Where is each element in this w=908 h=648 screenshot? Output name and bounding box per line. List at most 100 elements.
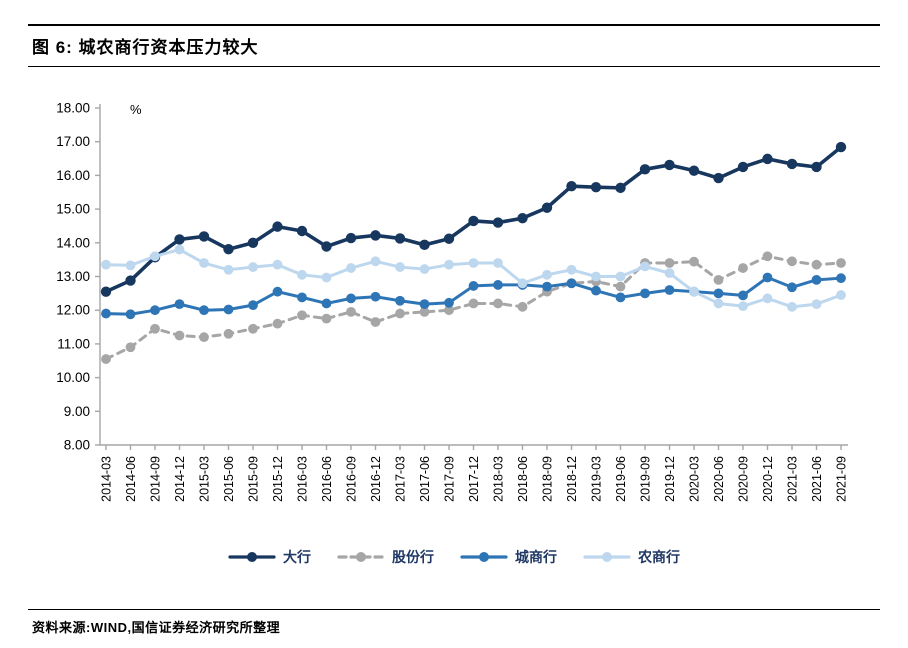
data-point-marker: [762, 272, 773, 283]
data-point-marker: [713, 298, 724, 309]
data-point-marker: [174, 299, 185, 310]
data-point-marker: [762, 251, 773, 262]
legend-label: 股份行: [392, 549, 434, 565]
data-point-marker: [566, 264, 577, 275]
data-point-marker: [811, 259, 822, 270]
data-point-marker: [370, 291, 381, 302]
data-point-marker: [345, 232, 357, 244]
chart-legend: 大行 股份行 城商行 农商行: [0, 547, 908, 567]
data-point-marker: [125, 342, 136, 353]
data-point-marker: [492, 217, 504, 228]
data-point-marker: [590, 181, 602, 193]
data-point-marker: [836, 290, 846, 300]
x-tick-label: 2016-09: [345, 456, 359, 502]
data-point-marker: [272, 286, 283, 297]
x-tick-label: 2019-09: [639, 456, 653, 502]
y-tick-label: 15.00: [56, 202, 90, 217]
data-point-marker: [297, 310, 307, 321]
x-tick-label: 2021-09: [835, 456, 849, 502]
data-point-marker: [640, 261, 650, 272]
data-point-marker: [738, 301, 748, 312]
x-tick-label: 2019-12: [663, 456, 677, 502]
data-point-marker: [223, 244, 234, 255]
data-point-marker: [787, 282, 797, 293]
y-tick-label: 8.00: [64, 438, 90, 453]
data-point-marker: [296, 225, 308, 237]
legend-item-city-commercial-banks: 城商行: [460, 547, 557, 567]
data-point-marker: [591, 285, 601, 296]
data-point-marker: [542, 281, 552, 292]
data-point-marker: [321, 298, 332, 309]
data-point-marker: [664, 258, 675, 268]
x-tick-label: 2020-06: [712, 456, 726, 502]
x-tick-label: 2014-09: [149, 456, 163, 502]
x-tick-label: 2020-09: [737, 456, 751, 502]
data-point-marker: [689, 256, 699, 267]
data-point-marker: [689, 286, 699, 297]
data-point-marker: [297, 292, 307, 303]
data-point-marker: [811, 161, 822, 173]
data-point-marker: [542, 269, 552, 280]
data-point-marker: [591, 271, 601, 282]
series-1: [101, 251, 846, 364]
data-point-marker: [615, 271, 626, 282]
data-point-marker: [713, 172, 724, 184]
data-point-marker: [394, 233, 406, 244]
data-point-marker: [198, 231, 210, 242]
data-point-marker: [247, 237, 259, 248]
data-point-marker: [199, 258, 209, 268]
data-point-marker: [395, 308, 405, 319]
x-tick-label: 2019-03: [590, 456, 604, 502]
data-point-marker: [101, 308, 111, 319]
y-tick-label: 12.00: [56, 303, 90, 318]
data-point-marker: [566, 180, 577, 192]
data-point-marker: [664, 268, 675, 279]
data-point-marker: [223, 304, 234, 315]
data-point-marker: [199, 332, 209, 343]
data-point-marker: [125, 275, 136, 286]
data-point-marker: [737, 161, 749, 173]
legend-label: 大行: [283, 549, 311, 565]
title-divider: [28, 66, 880, 67]
x-tick-label: 2015-12: [271, 456, 285, 502]
x-tick-label: 2020-03: [688, 456, 702, 502]
x-tick-label: 2015-09: [247, 456, 261, 502]
y-tick-label: 18.00: [56, 101, 90, 116]
data-point-marker: [493, 258, 503, 268]
data-point-marker: [688, 165, 700, 176]
x-tick-label: 2017-06: [418, 456, 432, 502]
data-point-marker: [444, 305, 454, 316]
data-point-marker: [664, 285, 675, 295]
data-point-marker: [272, 318, 283, 329]
data-point-marker: [444, 297, 454, 308]
data-point-marker: [174, 244, 185, 255]
data-point-marker: [664, 159, 675, 171]
legend-item-rural-commercial-banks: 农商行: [583, 547, 680, 567]
data-point-marker: [836, 258, 846, 268]
footer-divider: [28, 609, 880, 610]
figure-title: 图 6: 城农商行资本压力较大: [32, 38, 259, 57]
data-point-marker: [468, 281, 479, 291]
data-point-marker: [615, 182, 626, 194]
data-point-marker: [150, 323, 160, 334]
data-point-marker: [223, 328, 234, 339]
y-tick-label: 13.00: [56, 269, 90, 284]
x-tick-labels: 2014-03 2014-06 2014-09 2014-12 2015-03 2015-…: [100, 456, 849, 502]
data-point-marker: [444, 259, 454, 270]
x-tick-label: 2018-03: [492, 456, 506, 502]
data-point-marker: [370, 256, 381, 267]
x-tick-label: 2014-06: [124, 456, 138, 502]
data-point-marker: [517, 212, 528, 224]
data-point-marker: [762, 293, 773, 304]
data-point-marker: [811, 299, 822, 310]
x-tick-label: 2016-03: [296, 456, 310, 502]
x-ticks: [105, 445, 842, 450]
data-point-marker: [248, 323, 258, 334]
x-tick-label: 2019-06: [614, 456, 628, 502]
data-point-marker: [835, 141, 847, 153]
data-point-marker: [272, 259, 283, 270]
legend-line-swatch-icon: [583, 552, 631, 562]
data-point-marker: [174, 234, 185, 245]
y-ticks: [95, 107, 100, 446]
y-tick-label: 17.00: [56, 134, 90, 149]
